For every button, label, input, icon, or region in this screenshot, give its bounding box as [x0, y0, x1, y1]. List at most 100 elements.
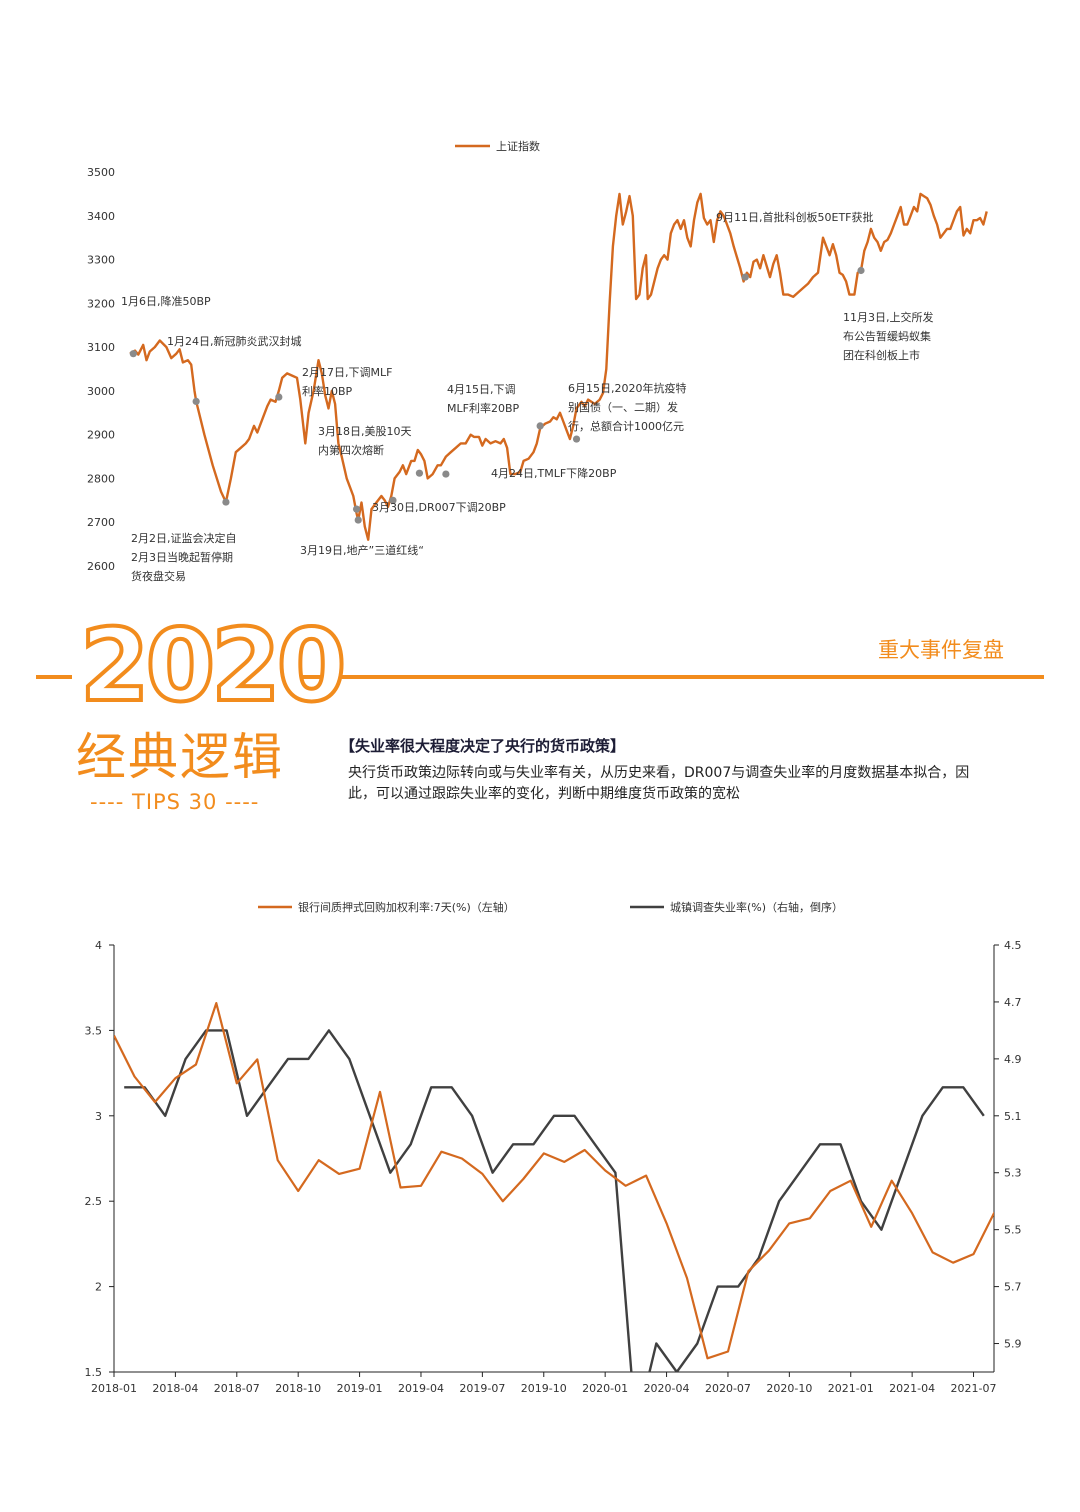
event-markers	[129, 266, 865, 524]
event-annotations: 1月6日,降准50BP 1月24日,新冠肺炎武汉封城 2月2日,证监会决定自 2月3日…	[121, 210, 934, 583]
top-legend: 上证指数	[455, 139, 540, 153]
top-y-tick-3000: 3000	[87, 385, 115, 398]
event-annotation-line: MLF利率20BP	[447, 401, 519, 415]
banner-right-label: 重大事件复盘	[878, 638, 1004, 662]
event-marker-0	[129, 350, 137, 358]
event-annotation-line: 2月2日,证监会决定自	[131, 531, 237, 545]
top-y-tick-3200: 3200	[87, 297, 115, 310]
event-annotation-1: 1月24日,新冠肺炎武汉封城	[167, 334, 302, 348]
x-tick-label: 2018-07	[214, 1382, 260, 1395]
event-marker-2	[222, 498, 230, 506]
event-marker-7	[415, 469, 424, 477]
left-tick-label: 1.5	[85, 1366, 103, 1379]
top-y-tick-3500: 3500	[87, 166, 115, 179]
event-annotation-line: 3月18日,美股10天	[318, 425, 412, 438]
event-annotation-line: 4月24日,TMLF下降20BP	[491, 466, 617, 480]
right-tick-label: 5.5	[1004, 1224, 1022, 1237]
top-y-tick-2800: 2800	[87, 472, 115, 485]
year-backdrop	[72, 630, 282, 720]
event-annotation-line: 1月6日,降准50BP	[121, 294, 211, 308]
right-tick-label: 4.9	[1004, 1053, 1022, 1066]
event-marker-3	[275, 393, 283, 401]
event-marker-5	[354, 516, 362, 524]
x-tick-label: 2021-07	[951, 1382, 997, 1395]
event-annotation-line: 2月3日当晚起暂停期	[131, 550, 233, 564]
event-annotation-line: 团在科创板上市	[843, 348, 920, 362]
unemployment-line	[124, 1029, 985, 1372]
x-tick-label: 2021-01	[828, 1382, 874, 1395]
x-tick-label: 2020-04	[644, 1382, 690, 1395]
event-marker-1	[192, 397, 200, 405]
event-marker-4	[352, 505, 361, 513]
event-annotation-line: 货夜盘交易	[131, 569, 186, 583]
event-annotation-line: 9月11日,首批科创板50ETF获批	[716, 210, 874, 224]
event-annotation-5: 3月19日,地产”三道红线“	[300, 543, 424, 557]
event-marker-6	[389, 496, 397, 504]
event-annotation-line: 4月15日,下调	[447, 383, 516, 396]
event-marker-10	[572, 435, 581, 443]
left-tick-label: 3	[95, 1110, 102, 1123]
banner-year: 2020	[78, 607, 348, 724]
right-tick-label: 5.7	[1004, 1281, 1022, 1294]
legend-label-dr007: 银行间质押式回购加权利率:7天(%)（左轴）	[298, 900, 515, 914]
event-annotation-0: 1月6日,降准50BP	[121, 294, 211, 308]
top-y-tick-3300: 3300	[87, 254, 115, 267]
event-annotation-6: 3月30日,DR007下调20BP	[372, 501, 506, 514]
event-annotation-10: 9月11日,首批科创板50ETF获批	[716, 210, 874, 224]
right-tick-label: 5.1	[1004, 1110, 1022, 1123]
top-y-tick-3100: 3100	[87, 341, 115, 354]
event-annotation-line: 11月3日,上交所发	[843, 310, 934, 324]
event-marker-8	[442, 470, 450, 478]
event-annotation-7: 4月15日,下调 MLF利率20BP	[447, 383, 519, 415]
x-tick-label: 2019-01	[337, 1382, 383, 1395]
x-tick-label: 2019-10	[521, 1382, 567, 1395]
right-tick-label: 5.3	[1004, 1167, 1022, 1180]
top-y-tick-2900: 2900	[87, 429, 115, 442]
event-annotation-3: 2月17日,下调MLF 利率10BP	[302, 366, 392, 398]
right-tick-label: 4.5	[1004, 939, 1022, 952]
x-tick-label: 2020-10	[766, 1382, 812, 1395]
x-tick-label: 2020-01	[582, 1382, 628, 1395]
x-tick-label: 2018-01	[91, 1382, 137, 1395]
event-annotation-line: 3月30日,DR007下调20BP	[372, 501, 506, 514]
top-y-tick-2600: 2600	[87, 560, 115, 573]
x-tick-label: 2018-04	[152, 1382, 198, 1395]
left-tick-label: 3.5	[85, 1024, 103, 1037]
event-marker-12	[857, 266, 865, 275]
event-annotation-line: 利率10BP	[302, 384, 353, 398]
x-tick-label: 2019-07	[459, 1382, 505, 1395]
bottom-legend: 银行间质押式回购加权利率:7天(%)（左轴） 城镇调查失业率(%)（右轴，倒序）	[258, 900, 843, 914]
x-tick-label: 2019-04	[398, 1382, 444, 1395]
right-tick-label: 5.9	[1004, 1338, 1022, 1351]
x-tick-label: 2021-04	[889, 1382, 935, 1395]
event-marker-11	[741, 273, 749, 281]
event-annotation-line: 1月24日,新冠肺炎武汉封城	[167, 334, 302, 348]
top-legend-label: 上证指数	[496, 139, 540, 153]
dr007-unemployment-chart: 银行间质押式回购加权利率:7天(%)（左轴） 城镇调查失业率(%)（右轴，倒序）…	[85, 900, 1022, 1395]
event-annotation-8: 4月24日,TMLF下降20BP	[491, 466, 617, 480]
event-annotation-line: 3月19日,地产”三道红线“	[300, 543, 424, 557]
bottom-axes: 1.5 2 2.5 3 3.5 4 4.5 4.7 4.9 5.1 5.3 5.5 5.7 5.9 2018…	[85, 939, 1022, 1395]
event-marker-9	[536, 422, 544, 430]
legend-label-unemployment: 城镇调查失业率(%)（右轴，倒序）	[670, 900, 843, 914]
event-annotation-line: 2月17日,下调MLF	[302, 366, 392, 379]
banner-tips: ---- TIPS 30 ----	[90, 790, 260, 814]
dr007-line	[114, 1002, 994, 1360]
note-heading: 【失业率很大程度决定了央行的货币政策】	[340, 737, 626, 755]
left-tick-label: 4	[95, 939, 102, 952]
banner-rule	[36, 675, 1044, 679]
top-y-tick-3400: 3400	[87, 210, 115, 223]
top-y-axis: 2600 2700 2800 2900 3000 3100 3200 3300 3400 3500	[87, 166, 115, 573]
shanghai-index-line	[129, 192, 988, 541]
x-tick-label: 2020-07	[705, 1382, 751, 1395]
left-tick-label: 2	[95, 1281, 102, 1294]
event-annotation-line: 布公告暂缓蚂蚁集	[843, 329, 931, 343]
event-annotation-line: 内第四次熔断	[318, 443, 384, 457]
event-annotation-line: 6月15日,2020年抗疫特	[568, 381, 687, 395]
event-annotation-line: 别国债（一、二期）发	[568, 400, 678, 414]
banner-subtitle: 经典逻辑	[76, 728, 284, 786]
